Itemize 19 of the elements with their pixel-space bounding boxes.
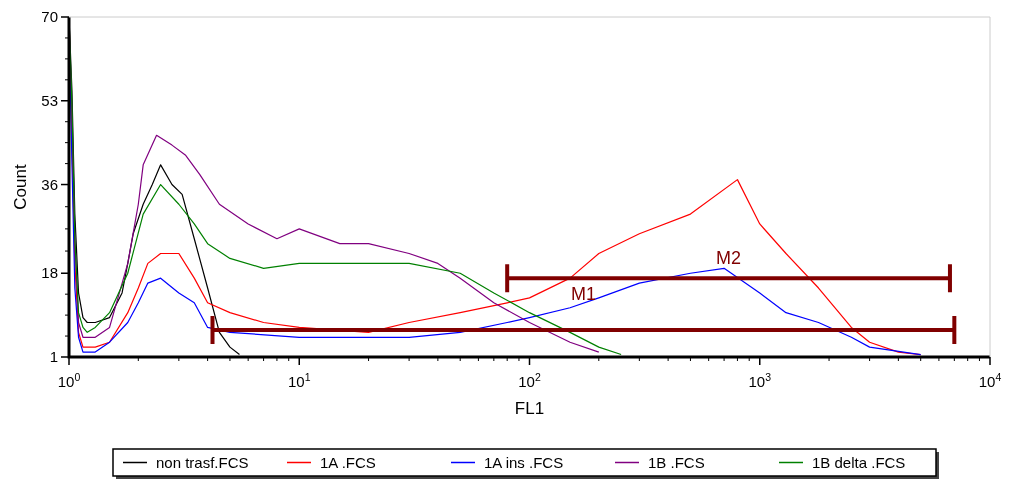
y-tick-label: 70 <box>41 8 58 26</box>
y-tick-label: 36 <box>41 175 58 193</box>
x-tick-label: 10$^{2}$ <box>518 371 541 390</box>
x-tick-label: 10$^{0}$ <box>57 371 81 390</box>
annotation: M2 <box>716 248 742 269</box>
y-axis-title: Count <box>11 164 30 210</box>
legend-label: 1B delta .FCS <box>812 453 906 471</box>
x-tick-label: 10$^{1}$ <box>287 371 311 390</box>
x-tick-label: 10$^{4}$ <box>978 371 1002 390</box>
x-tick-label: 10$^{3}$ <box>748 371 772 390</box>
y-tick-label: 1 <box>49 348 58 366</box>
legend-label: 1A ins .FCS <box>484 453 564 471</box>
legend-label: 1B .FCS <box>648 453 705 471</box>
x-axis-title: FL1 <box>514 399 545 418</box>
legend-label: 1A .FCS <box>320 453 376 471</box>
annotation: M1 <box>570 284 596 305</box>
legend-label: non trasf.FCS <box>156 453 249 471</box>
y-tick-label: 18 <box>41 264 58 282</box>
y-tick-label: 53 <box>41 92 58 110</box>
